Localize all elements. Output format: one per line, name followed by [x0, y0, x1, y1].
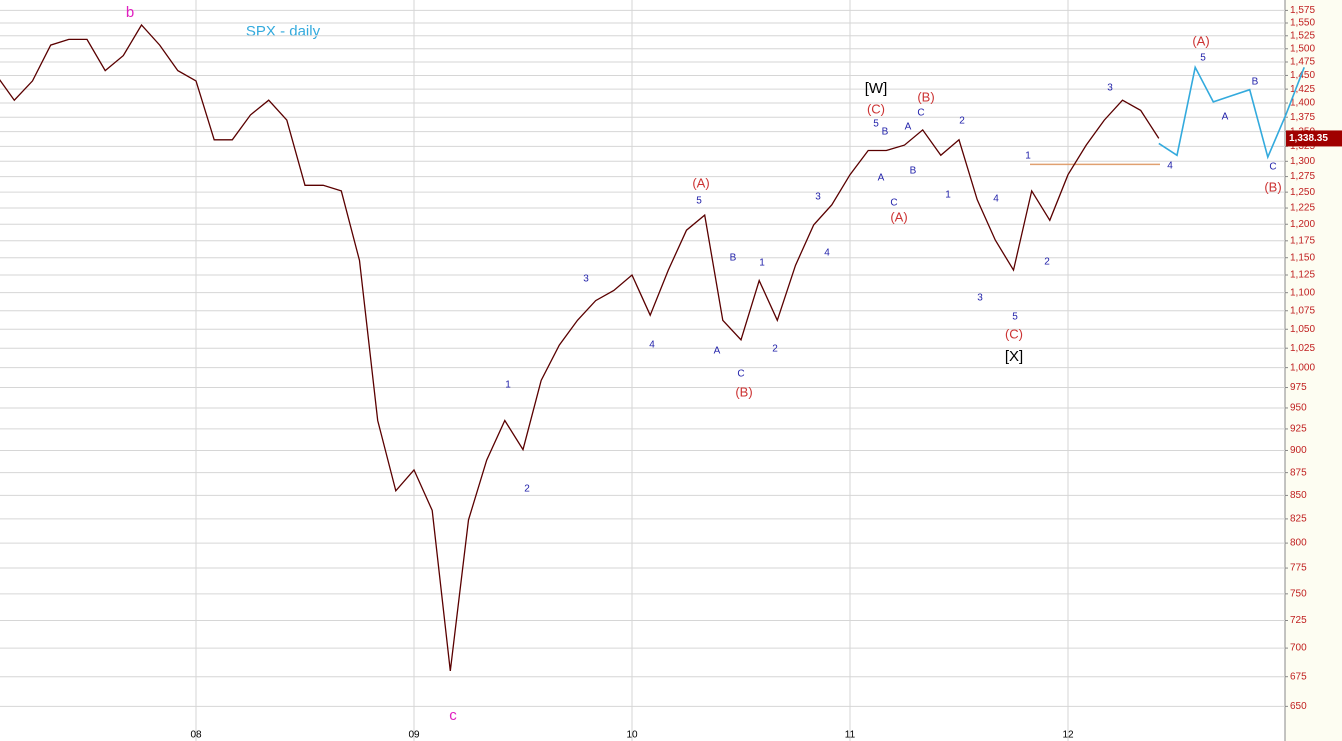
- y-tick-label: 1,100: [1290, 287, 1315, 298]
- y-tick-label: 1,300: [1290, 156, 1315, 167]
- y-tick-label: 775: [1290, 563, 1307, 574]
- wave-label: 2: [1044, 257, 1050, 268]
- y-tick-label: 1,425: [1290, 84, 1315, 95]
- wave-label: (B): [917, 89, 934, 104]
- last-price-box: [1286, 130, 1342, 147]
- wave-label: 4: [1167, 161, 1173, 172]
- wave-label: c: [449, 707, 457, 724]
- y-tick-label: 1,525: [1290, 30, 1315, 41]
- wave-label: 4: [824, 248, 830, 259]
- y-tick-label: 700: [1290, 643, 1307, 654]
- wave-label: 2: [959, 116, 965, 127]
- wave-label: (C): [1005, 326, 1023, 341]
- y-tick-label: 825: [1290, 514, 1307, 525]
- y-tick-label: 1,050: [1290, 324, 1315, 335]
- wave-label: 2: [524, 484, 530, 495]
- wave-label: 4: [993, 194, 999, 205]
- y-tick-label: 1,150: [1290, 252, 1315, 263]
- y-tick-label: 925: [1290, 424, 1307, 435]
- y-tick-label: 650: [1290, 701, 1307, 712]
- y-tick-label: 750: [1290, 588, 1307, 599]
- series-line: [0, 23, 1160, 671]
- x-tick-label: 08: [190, 730, 202, 741]
- wave-label: (C): [867, 101, 885, 116]
- wave-label: b: [126, 4, 134, 21]
- wave-label: 5: [873, 119, 879, 130]
- series-line: [1158, 64, 1305, 160]
- wave-label: A: [905, 122, 912, 133]
- y-tick-label: 1,325: [1290, 141, 1315, 152]
- chart-title: SPX - daily: [246, 23, 321, 40]
- y-tick-label: 1,575: [1290, 5, 1315, 16]
- y-tick-label: 800: [1290, 538, 1307, 549]
- wave-label: B: [1252, 77, 1259, 88]
- wave-label: (B): [735, 384, 752, 399]
- wave-label: 5: [1200, 53, 1206, 64]
- y-tick-label: 900: [1290, 445, 1307, 456]
- x-tick-label: 12: [1062, 730, 1074, 741]
- y-tick-label: 975: [1290, 382, 1307, 393]
- wave-label: C: [1269, 162, 1276, 173]
- last-price-label: 1,338.35: [1289, 133, 1328, 144]
- wave-label: (A): [692, 175, 709, 190]
- y-tick-label: 1,400: [1290, 98, 1315, 109]
- wave-label: [X]: [1005, 348, 1023, 365]
- y-tick-label: 1,500: [1290, 43, 1315, 54]
- y-tick-label: 1,250: [1290, 187, 1315, 198]
- wave-label: 1: [1025, 151, 1031, 162]
- wave-label: C: [737, 369, 744, 380]
- wave-label: (B): [1264, 179, 1281, 194]
- wave-label: 1: [505, 380, 511, 391]
- axis-bg: [1285, 0, 1342, 741]
- y-tick-label: 850: [1290, 490, 1307, 501]
- y-tick-label: 1,075: [1290, 305, 1315, 316]
- y-tick-label: 950: [1290, 403, 1307, 414]
- wave-label: B: [730, 253, 737, 264]
- wave-label: 3: [583, 274, 589, 285]
- wave-label: A: [714, 346, 721, 357]
- y-tick-label: 675: [1290, 671, 1307, 682]
- wave-label: C: [917, 108, 924, 119]
- wave-label: 2: [772, 344, 778, 355]
- wave-label: B: [910, 166, 917, 177]
- y-tick-label: 875: [1290, 467, 1307, 478]
- plot-bg: [0, 0, 1285, 741]
- y-tick-label: 1,025: [1290, 343, 1315, 354]
- x-tick-label: 10: [626, 730, 638, 741]
- y-tick-label: 1,450: [1290, 70, 1315, 81]
- wave-label: (A): [1192, 33, 1209, 48]
- x-tick-label: 09: [408, 730, 420, 741]
- wave-label: 5: [696, 196, 702, 207]
- y-tick-label: 725: [1290, 615, 1307, 626]
- wave-label: A: [1222, 112, 1229, 123]
- x-tick-label: 11: [845, 730, 856, 741]
- wave-label: 3: [977, 293, 983, 304]
- y-tick-label: 1,275: [1290, 171, 1315, 182]
- wave-label: B: [882, 127, 889, 138]
- y-tick-label: 1,375: [1290, 112, 1315, 123]
- y-tick-label: 1,000: [1290, 362, 1315, 373]
- y-tick-label: 1,125: [1290, 270, 1315, 281]
- y-tick-label: 1,225: [1290, 203, 1315, 214]
- wave-label: 1: [945, 190, 951, 201]
- y-tick-label: 1,200: [1290, 219, 1315, 230]
- wave-label: (A): [890, 209, 907, 224]
- wave-label: 1: [759, 258, 765, 269]
- wave-label: 3: [815, 192, 821, 203]
- wave-label: A: [878, 173, 885, 184]
- wave-label: [W]: [865, 80, 888, 97]
- wave-label: C: [890, 198, 897, 209]
- wave-label: 3: [1107, 83, 1113, 94]
- wave-label: 4: [649, 340, 655, 351]
- wave-label: 5: [1012, 312, 1018, 323]
- y-tick-label: 1,475: [1290, 57, 1315, 68]
- y-tick-label: 1,550: [1290, 18, 1315, 29]
- y-tick-label: 1,175: [1290, 235, 1315, 246]
